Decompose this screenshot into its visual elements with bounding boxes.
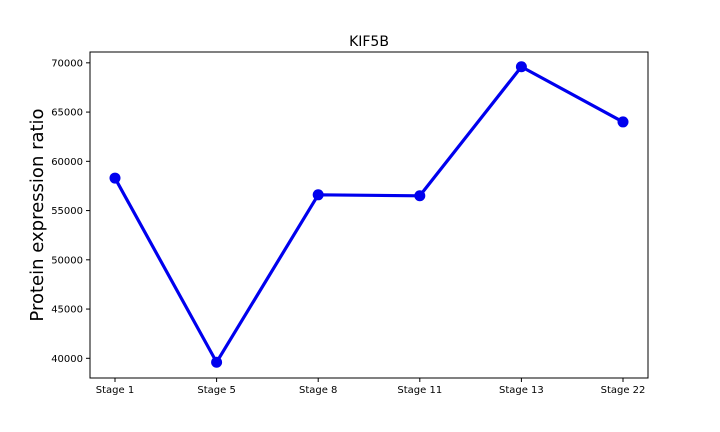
- y-tick-label: 55000: [51, 206, 83, 217]
- data-point: [109, 172, 121, 184]
- x-tick-label: Stage 5: [197, 385, 235, 396]
- y-axis: 40000 45000 50000 55000 60000 65000 70000: [51, 58, 90, 365]
- x-tick-label: Stage 13: [499, 385, 544, 396]
- data-point: [414, 190, 426, 202]
- x-tick-label: Stage 22: [601, 385, 646, 396]
- y-axis-label: Protein expression ratio: [27, 108, 48, 321]
- y-tick-label: 70000: [51, 58, 83, 69]
- x-tick-label: Stage 8: [299, 385, 337, 396]
- y-tick-label: 60000: [51, 157, 83, 168]
- x-tick-label: Stage 1: [96, 385, 134, 396]
- series-group: [109, 61, 629, 368]
- data-point: [617, 116, 629, 128]
- y-tick-label: 40000: [51, 354, 83, 365]
- series-line: [113, 64, 624, 366]
- y-tick-label: 45000: [51, 305, 83, 316]
- data-point: [312, 189, 324, 201]
- data-point: [211, 356, 223, 368]
- x-axis: Stage 1 Stage 5 Stage 8 Stage 11 Stage 13 Sta…: [96, 378, 646, 396]
- data-point: [515, 61, 527, 73]
- chart-title: KIF5B: [349, 34, 389, 50]
- plot-area: [89, 51, 649, 379]
- y-tick-label: 50000: [51, 255, 83, 266]
- y-tick-label: 65000: [51, 108, 83, 119]
- x-tick-label: Stage 11: [397, 385, 442, 396]
